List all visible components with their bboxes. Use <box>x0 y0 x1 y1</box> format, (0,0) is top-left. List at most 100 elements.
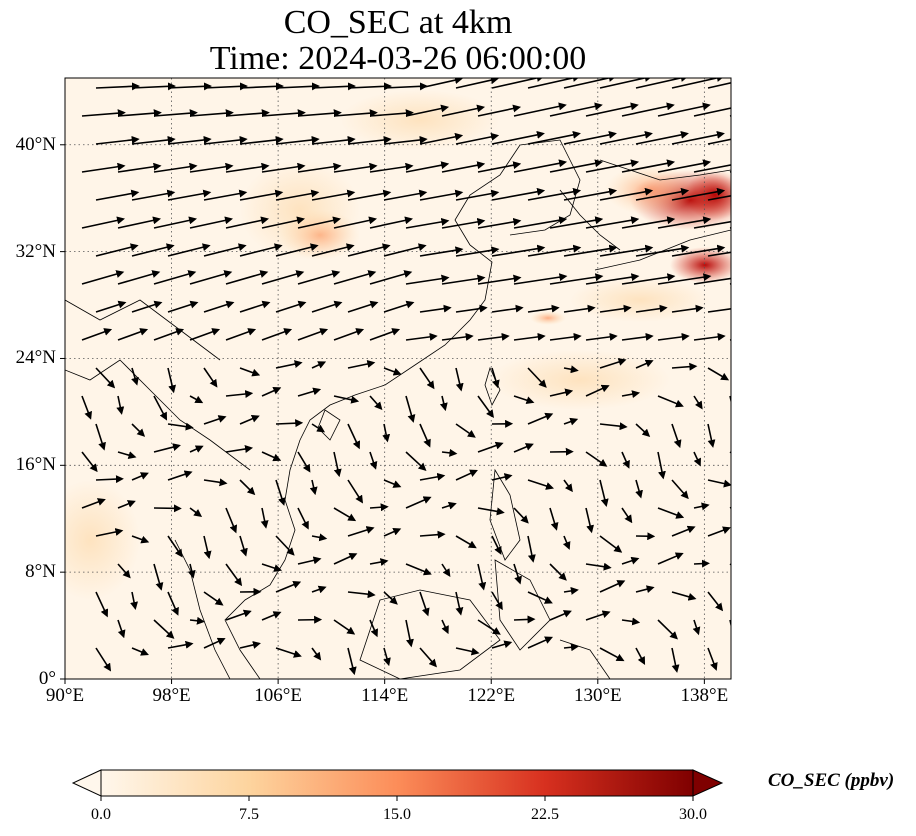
wind-arrow <box>477 217 522 229</box>
wind-arrow <box>239 189 284 201</box>
coastline-segment <box>65 299 221 361</box>
coastline-segment <box>174 539 231 679</box>
wind-arrow <box>297 162 342 173</box>
wind-arrow <box>189 162 234 173</box>
wind-arrow <box>239 300 271 313</box>
wind-arrow <box>744 424 754 440</box>
wind-arrow <box>131 423 146 437</box>
wind-arrow <box>477 619 501 635</box>
wind-arrow <box>95 423 106 451</box>
wind-arrow <box>599 479 609 508</box>
wind-arrow <box>275 300 307 313</box>
wind-arrow <box>333 216 378 229</box>
wind-arrow <box>599 130 653 145</box>
wind-arrow <box>455 423 476 438</box>
lat-label: 0° <box>38 668 56 689</box>
wind-arrow <box>729 506 731 509</box>
wind-arrow <box>585 102 639 117</box>
wind-arrow <box>585 159 640 173</box>
wind-arrow <box>441 448 458 457</box>
wind-arrow <box>333 109 378 118</box>
wind-arrow <box>657 552 684 565</box>
wind-arrow <box>383 135 428 145</box>
wind-arrow <box>153 395 168 421</box>
wind-arrow <box>369 503 389 512</box>
wind-arrow <box>81 216 126 229</box>
wind-arrow <box>261 611 282 621</box>
wind-arrow <box>657 273 712 285</box>
wind-arrow <box>131 300 163 313</box>
colorbar-tick-label: 7.5 <box>239 806 259 823</box>
wind-arrow <box>131 367 139 386</box>
wind-arrow <box>491 244 546 257</box>
wind-arrow <box>477 441 504 453</box>
wind-arrow <box>477 395 494 419</box>
coastline-segment <box>317 409 341 441</box>
wind-arrow <box>239 243 283 257</box>
wind-arrow <box>441 217 486 229</box>
wind-arrow <box>635 130 689 145</box>
wind-arrow <box>189 395 204 404</box>
wind-arrow <box>239 367 261 377</box>
wind-arrow <box>369 162 414 173</box>
wind-arrow <box>599 422 628 431</box>
wind-arrow <box>311 189 356 201</box>
wind-arrow <box>477 507 505 516</box>
wind-arrow <box>585 507 594 534</box>
wind-arrow <box>441 274 486 285</box>
wind-arrow <box>153 216 198 229</box>
wind-arrow <box>260 507 269 529</box>
wind-arrow <box>117 270 161 285</box>
wind-arrow <box>117 451 137 459</box>
wind-arrow <box>693 559 710 568</box>
wind-arrow <box>167 367 176 394</box>
coastline-segment <box>299 244 493 441</box>
wind-arrow <box>635 647 646 665</box>
wind-arrow <box>635 304 668 313</box>
wind-arrow <box>549 610 572 621</box>
wind-arrow <box>405 332 438 341</box>
wind-arrow <box>513 216 568 229</box>
wind-arrow <box>189 216 234 229</box>
wind-arrow <box>167 470 193 481</box>
wind-arrow <box>729 339 731 341</box>
wind-arrow <box>419 246 464 257</box>
wind-arrow <box>455 304 488 313</box>
wind-arrow <box>275 189 320 201</box>
wind-arrow <box>167 535 183 558</box>
co-plume <box>340 90 500 150</box>
wind-arrow <box>117 162 162 173</box>
wind-arrow <box>383 189 428 201</box>
wind-arrow <box>693 332 726 341</box>
wind-arrow <box>117 619 126 639</box>
wind-arrow <box>744 368 752 385</box>
wind-arrow <box>153 619 175 639</box>
wind-arrow <box>333 553 358 565</box>
wind-arrow <box>707 367 730 381</box>
wind-arrow <box>439 395 448 412</box>
wind-arrow <box>455 469 478 481</box>
wind-arrow <box>599 580 626 593</box>
wind-arrow <box>239 535 248 557</box>
wind-arrow <box>239 641 261 649</box>
wind-arrow <box>333 328 365 341</box>
wind-arrow <box>117 216 162 229</box>
wind-arrow <box>527 304 560 313</box>
wind-arrow <box>657 332 690 341</box>
wind-arrow <box>477 104 522 117</box>
lat-label: 16°N <box>15 454 56 476</box>
wind-arrow <box>455 535 477 549</box>
wind-arrow <box>311 135 356 145</box>
wind-arrow <box>383 367 402 376</box>
wind-arrow <box>311 647 322 661</box>
wind-arrow <box>261 216 306 229</box>
wind-arrow <box>527 636 554 649</box>
wind-arrow <box>95 475 124 484</box>
wind-arrow <box>455 78 499 89</box>
wind-arrow <box>261 563 283 572</box>
wind-arrow <box>599 304 632 313</box>
wind-arrow <box>671 244 726 257</box>
wind-arrow <box>261 270 305 285</box>
wind-arrow <box>131 189 176 201</box>
plot-area <box>65 78 754 679</box>
